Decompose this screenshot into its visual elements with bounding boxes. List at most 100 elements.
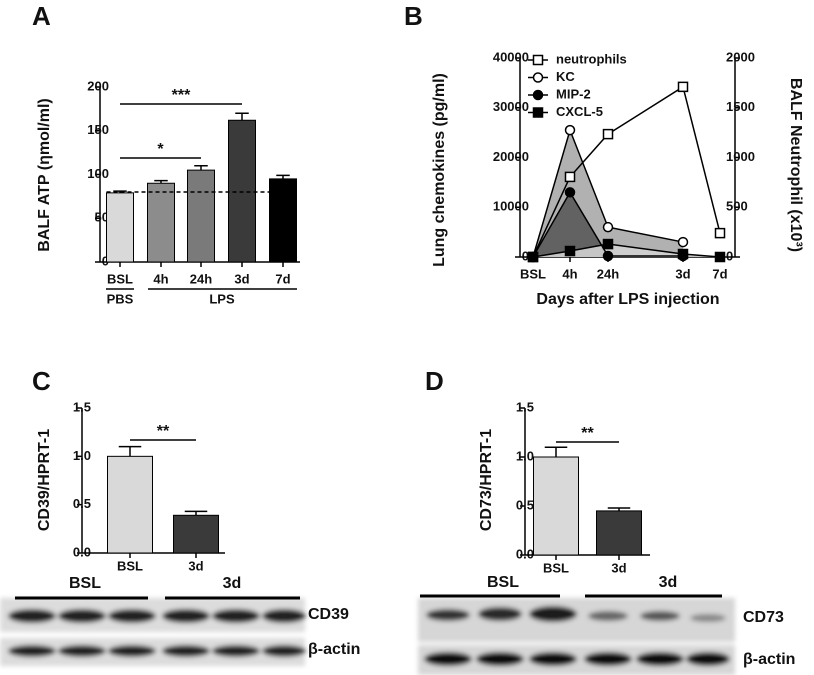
panel-letter: B [404, 1, 423, 31]
x-tick-label: 24h [597, 266, 619, 281]
point [602, 221, 614, 233]
point [564, 171, 576, 183]
blot-group-label: 3d [659, 574, 678, 591]
bar [533, 456, 579, 556]
x-tick-label: 3d [234, 271, 249, 286]
y-tick-label: 100 [87, 166, 109, 181]
error-bar [235, 112, 249, 121]
y-tick-label: 30000 [493, 99, 529, 114]
x-tick-label: 3d [188, 558, 203, 573]
point [677, 81, 689, 93]
legend-marker [532, 89, 544, 101]
y-tick-label: 40000 [493, 49, 529, 64]
point [677, 248, 689, 260]
error-bar [544, 446, 568, 457]
bar [228, 119, 256, 263]
legend-marker [532, 54, 544, 66]
y-tick-label: 1.0 [73, 448, 91, 463]
y-tick-label: 0 [726, 248, 733, 263]
point [714, 251, 726, 263]
y-tick-label: 0.0 [516, 546, 534, 561]
x-tick-label: 7d [712, 266, 727, 281]
point [564, 187, 576, 198]
error-bar [154, 179, 168, 184]
significance-label: *** [172, 87, 191, 104]
y-axis-label: BALF ATP (ηmol/ml) [36, 98, 53, 251]
y-axis-label: CD39/HPRT-1 [36, 429, 53, 531]
significance-label: ** [581, 425, 594, 442]
error-bar [194, 165, 208, 171]
panel-letter: A [32, 1, 51, 31]
area [533, 192, 683, 257]
y-tick-label: 20000 [493, 149, 529, 164]
error-bar [118, 445, 142, 457]
point [602, 128, 614, 140]
x-tick-label: 24h [190, 271, 212, 286]
bar [106, 192, 134, 263]
blot-row-label: β-actin [743, 651, 795, 668]
blot-row-label: CD73 [743, 609, 784, 626]
legend-marker [532, 107, 544, 118]
blot-row-label: β-actin [308, 641, 360, 658]
error-bar [113, 190, 127, 193]
y-tick-label: 0 [102, 253, 109, 268]
bar [596, 510, 642, 556]
point [602, 238, 614, 250]
y-tick-label: 1.5 [516, 399, 534, 414]
significance-label: ** [157, 423, 170, 440]
y-tick-label: 0.5 [516, 497, 534, 512]
y-axis-label: CD73/HPRT-1 [478, 429, 495, 531]
x-tick-label: 3d [611, 560, 626, 575]
group-label: PBS [107, 291, 134, 306]
x-tick-label: 3d [675, 266, 690, 281]
legend-marker [532, 72, 544, 83]
point [564, 245, 576, 257]
legend-label: neutrophils [556, 51, 627, 66]
x-tick-label: 4h [153, 271, 168, 286]
y-tick-label: 0.5 [73, 496, 91, 511]
y-tick-label: 2000 [726, 49, 755, 64]
line [532, 127, 684, 258]
blot-group-label: BSL [487, 574, 519, 591]
legend-label: KC [556, 69, 575, 84]
y-tick-label: 500 [726, 199, 748, 214]
y-tick-label: 1000 [726, 149, 755, 164]
legend-label: MIP-2 [556, 86, 591, 101]
x-tick-label: BSL [520, 266, 546, 281]
blot-group-label: 3d [223, 575, 242, 592]
y-tick-label: 50 [95, 210, 109, 225]
area [533, 244, 720, 257]
y-tick-label: 150 [87, 122, 109, 137]
point [677, 236, 689, 248]
y-axis-label: Lung chemokines (pg/ml) [431, 73, 448, 267]
x-tick-label: 7d [275, 271, 290, 286]
blot-d [418, 598, 735, 675]
error-bar [276, 174, 290, 179]
y-tick-label: 1.5 [73, 399, 91, 414]
bar [173, 514, 219, 554]
blot-row-label: CD39 [308, 606, 349, 623]
error-bar [607, 507, 631, 511]
bar [107, 455, 153, 554]
bar [147, 182, 175, 263]
legend-label: CXCL-5 [556, 104, 603, 119]
x-axis-label: Days after LPS injection [536, 291, 719, 308]
x-tick-label: BSL [543, 560, 569, 575]
y-tick-label: 1.0 [516, 448, 534, 463]
blot-group-label: BSL [69, 575, 101, 592]
x-tick-label: BSL [107, 271, 133, 286]
point [564, 124, 576, 136]
group-label: LPS [209, 291, 235, 306]
point [527, 251, 539, 263]
panel-letter: C [32, 366, 51, 396]
panel-letter: D [425, 366, 444, 396]
line [532, 190, 683, 258]
x-tick-label: 4h [562, 266, 577, 281]
bar [187, 169, 215, 263]
y2-axis-label: BALF Neutrophil (x10³) [787, 78, 804, 252]
error-bar [184, 510, 208, 516]
point [714, 227, 726, 239]
y-tick-label: 1500 [726, 99, 755, 114]
y-tick-label: 0 [522, 248, 529, 263]
